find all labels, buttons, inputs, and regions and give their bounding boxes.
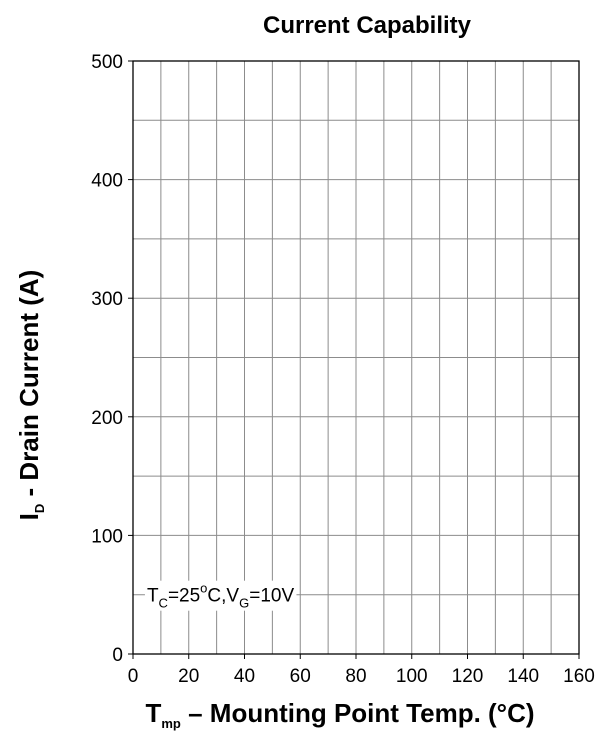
y-axis-label-sub: D (32, 504, 47, 513)
x-tick-label: 60 (290, 666, 311, 687)
y-tick-label: 400 (91, 171, 123, 192)
x-axis-label-sub: mp (161, 716, 181, 731)
annotation-part: G (239, 596, 249, 611)
x-axis-label-rest: – Mounting Point Temp. (°C) (181, 698, 535, 728)
y-axis-label: ID - Drain Current (A) (14, 270, 47, 521)
x-axis-ticks: 0 20 40 60 80 100 120 140 160 (128, 654, 595, 687)
x-axis-label: Tmp – Mounting Point Temp. (°C) (145, 698, 534, 731)
grid-lines (133, 61, 579, 654)
y-tick-label: 200 (91, 408, 123, 429)
annotation-part: C (159, 596, 168, 611)
x-tick-label: 140 (507, 666, 539, 687)
y-axis-ticks: 0 100 200 300 400 500 (91, 52, 133, 666)
y-tick-label: 0 (112, 645, 123, 666)
annotation-part: =10V (249, 586, 294, 607)
x-tick-label: 120 (452, 666, 484, 687)
annotation-background (144, 580, 297, 611)
annotation-part: =25 (168, 586, 200, 607)
chart-title: Current Capability (263, 12, 472, 39)
x-tick-label: 160 (563, 666, 595, 687)
x-tick-label: 0 (128, 666, 139, 687)
x-tick-label: 80 (345, 666, 366, 687)
y-axis-label-rest: - Drain Current (A) (14, 270, 44, 504)
y-tick-label: 300 (91, 289, 123, 310)
annotation-part: o (200, 581, 207, 596)
condition-annotation: TC=25oC,VG=10V (147, 581, 295, 611)
x-tick-label: 20 (178, 666, 199, 687)
y-tick-label: 100 (91, 526, 123, 547)
x-axis-label-main: T (145, 698, 161, 728)
y-axis-label-main: I (14, 513, 44, 520)
annotation-part: C,V (207, 586, 239, 607)
x-tick-label: 40 (234, 666, 255, 687)
x-tick-label: 100 (396, 666, 428, 687)
y-tick-label: 500 (91, 52, 123, 73)
annotation-part: T (147, 586, 159, 607)
